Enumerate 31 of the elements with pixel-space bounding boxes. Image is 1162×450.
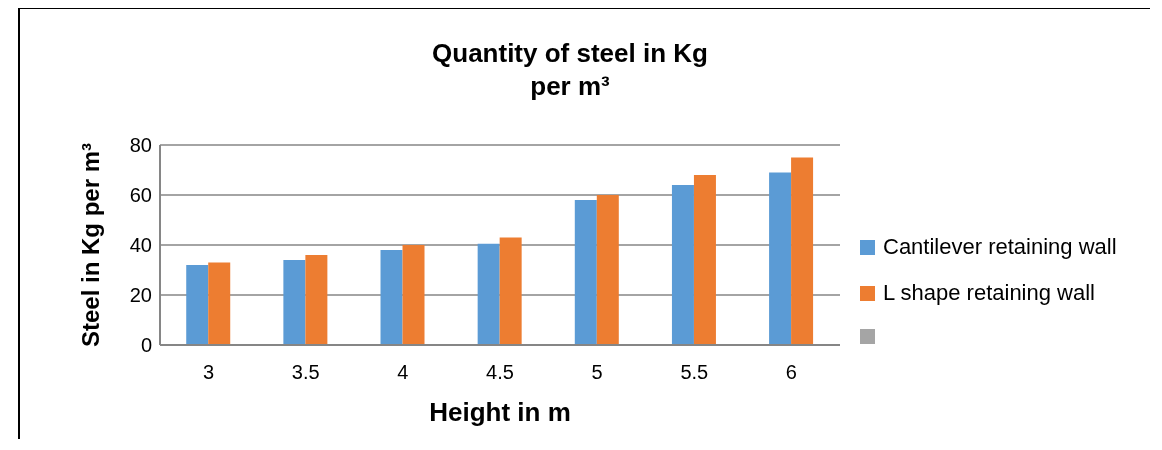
bar [693,175,716,345]
y-tick-label: 60 [129,184,152,207]
bar [769,172,792,345]
y-tick-label: 20 [129,284,152,307]
x-tick-label: 3.5 [291,361,320,384]
y-tick-label: 80 [129,134,152,157]
x-tick-label: 4 [397,361,409,384]
legend-label: Cantilever retaining wall [883,234,1117,260]
bar [402,245,425,345]
bar [208,262,231,345]
bar [596,195,619,345]
bar [186,265,209,345]
x-tick-label: 5 [591,361,603,384]
legend-label: L shape retaining wall [883,280,1095,306]
bar [499,237,522,345]
x-tick-label: 6 [785,361,797,384]
bar [305,255,328,345]
y-tick-label: 0 [140,334,152,357]
bar [477,243,500,345]
y-axis-title: Steel in Kg per m³ [76,142,104,348]
x-tick-label: 4.5 [486,361,514,384]
bar [671,185,694,345]
bar [283,260,306,345]
y-tick-label: 40 [129,234,152,257]
x-tick-label: 5.5 [680,361,709,384]
chart-title: Quantity of steel in Kg per m³ [431,37,709,103]
x-tick-label: 3 [203,361,215,384]
bar [380,250,403,345]
bar [791,157,814,345]
x-axis-title: Height in m [429,397,571,427]
bar [574,200,597,345]
